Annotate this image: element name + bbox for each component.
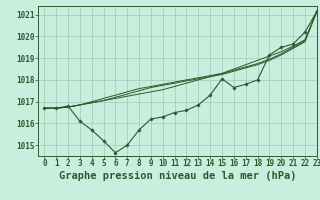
X-axis label: Graphe pression niveau de la mer (hPa): Graphe pression niveau de la mer (hPa) — [59, 171, 296, 181]
